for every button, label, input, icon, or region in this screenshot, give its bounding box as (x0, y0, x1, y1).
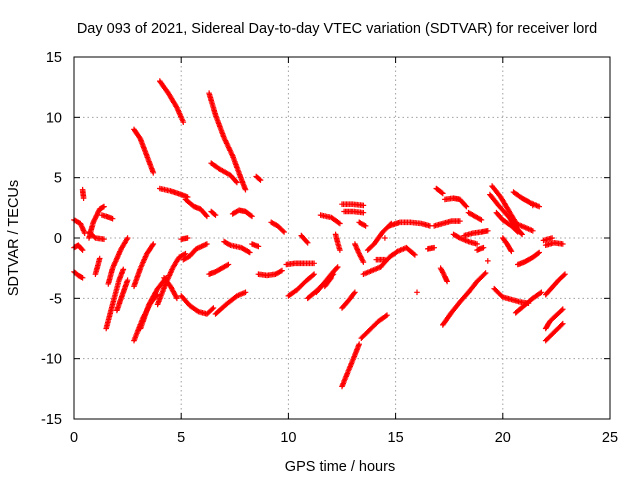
data-track (298, 232, 311, 246)
data-track (440, 289, 472, 328)
data-track (221, 238, 253, 256)
data-track (114, 277, 131, 314)
y-tick-label: 10 (46, 110, 62, 126)
data-track (530, 202, 536, 209)
data-track (178, 235, 191, 242)
data-track (377, 244, 418, 270)
data-track (208, 160, 240, 186)
data-track (414, 289, 420, 296)
plot-frame (73, 56, 611, 420)
data-track (425, 244, 437, 252)
y-tick-label: 5 (54, 171, 62, 187)
chart-title: Day 093 of 2021, Sidereal Day-to-day VTE… (77, 21, 597, 37)
data-track (157, 78, 187, 125)
data-track (542, 306, 566, 332)
data-track (339, 341, 362, 390)
data-track (283, 260, 317, 268)
x-tick-label: 0 (70, 430, 78, 446)
y-tick-label: 15 (46, 50, 62, 66)
data-track (437, 265, 450, 285)
data-track (339, 289, 358, 311)
data-track (510, 189, 542, 210)
data-track (358, 312, 390, 341)
data-track (253, 173, 264, 183)
tick-labels: 0 5 10 15 20 25 -15 -10 -5 0 5 10 15 (41, 50, 618, 446)
data-track (249, 241, 262, 250)
x-tick-label: 15 (388, 430, 404, 446)
data-track (131, 126, 157, 176)
data-track (542, 240, 566, 248)
data-track (255, 267, 285, 279)
y-tick-label: -5 (49, 291, 62, 307)
data-track (131, 241, 157, 290)
data-track (268, 219, 287, 235)
data-track (322, 275, 335, 290)
data-track (515, 249, 542, 268)
data-track (542, 271, 568, 298)
data-track (461, 228, 491, 239)
data-track (157, 185, 191, 200)
data-track (474, 244, 487, 253)
data-track (92, 255, 103, 277)
data-track (356, 219, 369, 229)
data-track (212, 289, 249, 317)
data-track (99, 212, 116, 222)
x-tick-label: 10 (280, 430, 296, 446)
data-track (182, 196, 210, 220)
data-points (71, 78, 568, 390)
y-tick-label: -10 (41, 352, 62, 368)
data-track (161, 275, 180, 302)
x-axis-label: GPS time / hours (285, 459, 395, 475)
data-track (206, 261, 232, 277)
data-track (317, 212, 343, 227)
data-track (339, 201, 367, 209)
data-track (313, 264, 341, 296)
data-track (382, 235, 388, 241)
y-tick-label: -15 (41, 412, 62, 428)
data-track (352, 241, 367, 265)
data-track (433, 185, 446, 197)
data-track (450, 231, 480, 247)
data-track (500, 235, 515, 255)
data-track (489, 183, 519, 226)
data-track (485, 258, 491, 264)
data-track (229, 207, 255, 220)
x-tick-label: 5 (177, 430, 185, 446)
data-track (465, 270, 489, 296)
data-track (332, 231, 343, 253)
x-tick-label: 25 (602, 430, 618, 446)
data-track (512, 220, 536, 234)
data-track (512, 289, 545, 316)
data-track (442, 195, 470, 210)
data-track (137, 275, 169, 332)
data-track (86, 229, 107, 242)
data-track (103, 266, 127, 332)
data-track (540, 235, 555, 244)
data-track (285, 271, 317, 299)
data-track (386, 219, 433, 229)
data-track (208, 208, 219, 218)
data-track (79, 186, 87, 201)
data-track (493, 209, 521, 235)
data-track (178, 293, 217, 317)
y-tick-label: 0 (54, 231, 62, 247)
x-tick-label: 20 (495, 430, 511, 446)
data-track (491, 285, 532, 306)
data-track (206, 90, 249, 193)
data-track (465, 209, 485, 223)
data-track (341, 208, 367, 216)
data-track (542, 320, 566, 344)
y-axis-label: SDTVAR / TECUs (6, 180, 22, 296)
data-track (180, 241, 210, 263)
data-track (431, 218, 463, 229)
data-track (105, 235, 131, 287)
